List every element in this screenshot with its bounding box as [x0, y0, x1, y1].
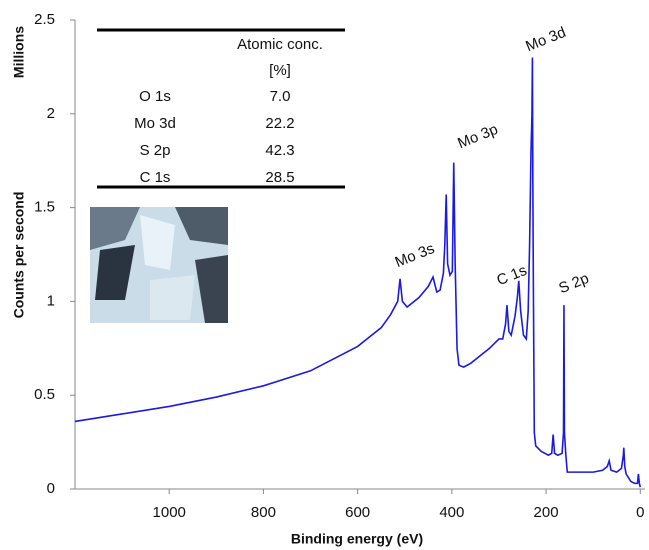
table-header: Atomic conc.: [237, 36, 323, 53]
peak-label: Mo 3d: [523, 24, 568, 55]
y-tick-label: 2.5: [34, 11, 55, 28]
table-cell: S 2p: [140, 142, 171, 159]
table-header: [%]: [269, 62, 291, 79]
sample-photo: [90, 207, 228, 323]
y-tick-label: 2: [47, 105, 55, 122]
x-tick-label: 400: [439, 504, 464, 521]
table-cell: C 1s: [140, 169, 171, 186]
table-cell: Mo 3d: [134, 115, 176, 132]
peak-label: Mo 3p: [455, 121, 500, 152]
table-cell: O 1s: [139, 88, 171, 105]
x-tick-label: 1000: [153, 504, 186, 521]
y-tick-label: 0: [47, 480, 55, 497]
y-unit-label: Millions: [11, 26, 27, 78]
x-tick-label: 600: [345, 504, 370, 521]
table-cell: 7.0: [270, 88, 291, 105]
table-cell: 42.3: [265, 142, 294, 159]
peak-label: Mo 3s: [393, 240, 437, 271]
x-tick-label: 200: [534, 504, 559, 521]
table-cell: 22.2: [265, 115, 294, 132]
y-axis-label: Counts per second: [11, 192, 27, 319]
peak-label: S 2p: [556, 270, 591, 297]
peak-label: C 1s: [494, 262, 529, 289]
x-tick-label: 0: [636, 504, 644, 521]
y-tick-label: 1: [47, 292, 55, 309]
x-tick-label: 800: [251, 504, 276, 521]
y-tick-label: 1.5: [34, 199, 55, 216]
spectrum-line: [74, 57, 642, 488]
x-axis-label: Binding energy (eV): [291, 531, 423, 547]
table-cell: 28.5: [265, 169, 294, 186]
y-tick-label: 0.5: [34, 386, 55, 403]
